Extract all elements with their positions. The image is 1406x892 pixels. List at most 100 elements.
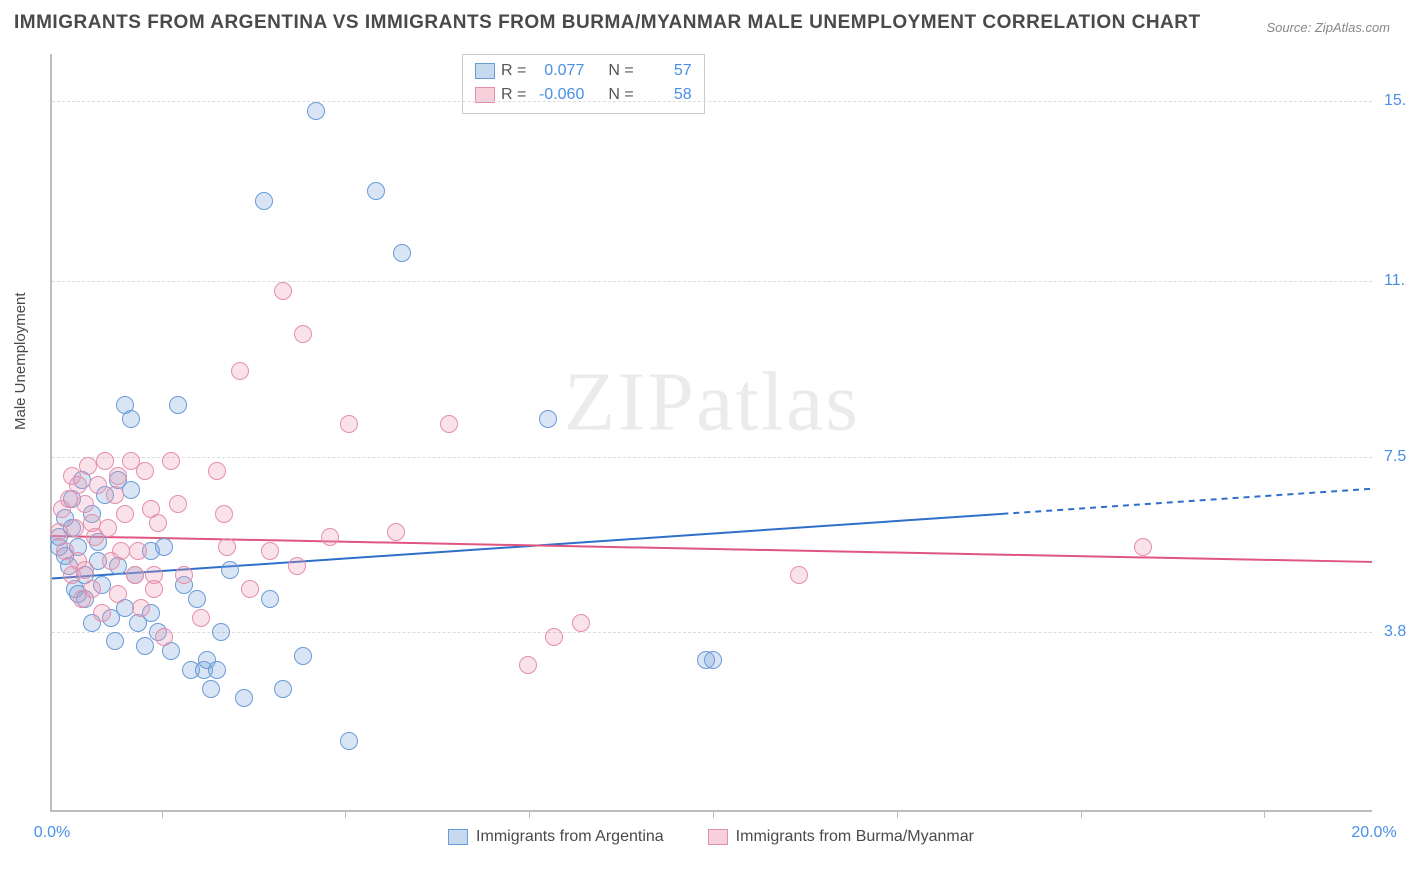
- data-point: [175, 566, 193, 584]
- plot-area: 15.0%11.2%7.5%3.8% ZIPatlas R = 0.077 N …: [50, 54, 1372, 812]
- x-tick: [1081, 810, 1082, 818]
- legend-label-argentina: Immigrants from Argentina: [476, 828, 664, 846]
- data-point: [99, 519, 117, 537]
- legend-item-burma: Immigrants from Burma/Myanmar: [708, 828, 974, 846]
- watermark: ZIPatlas: [564, 353, 860, 450]
- x-tick: [529, 810, 530, 818]
- legend-n-val-argentina: 57: [640, 62, 692, 80]
- data-point: [162, 452, 180, 470]
- data-point: [274, 282, 292, 300]
- data-point: [155, 628, 173, 646]
- data-point: [340, 732, 358, 750]
- y-tick-label: 7.5%: [1376, 448, 1406, 466]
- data-point: [255, 192, 273, 210]
- data-point: [1134, 538, 1152, 556]
- x-tick: [713, 810, 714, 818]
- data-point: [221, 561, 239, 579]
- legend-series: Immigrants from Argentina Immigrants fro…: [50, 828, 1372, 846]
- data-point: [188, 590, 206, 608]
- data-point: [50, 523, 68, 541]
- data-point: [79, 457, 97, 475]
- data-point: [93, 604, 111, 622]
- data-point: [149, 514, 167, 532]
- data-point: [129, 542, 147, 560]
- data-point: [261, 590, 279, 608]
- swatch-pink-icon: [708, 829, 728, 845]
- data-point: [208, 661, 226, 679]
- data-point: [539, 410, 557, 428]
- data-point: [109, 467, 127, 485]
- x-tick: [897, 810, 898, 818]
- data-point: [208, 462, 226, 480]
- source-attribution: Source: ZipAtlas.com: [1266, 20, 1390, 35]
- data-point: [218, 538, 236, 556]
- swatch-blue-icon: [448, 829, 468, 845]
- legend-r-val-argentina: 0.077: [532, 62, 584, 80]
- data-point: [83, 580, 101, 598]
- swatch-blue-icon: [475, 63, 495, 79]
- data-point: [387, 523, 405, 541]
- gridline: [52, 281, 1372, 282]
- data-point: [215, 505, 233, 523]
- data-point: [116, 505, 134, 523]
- legend-item-argentina: Immigrants from Argentina: [448, 828, 664, 846]
- data-point: [109, 585, 127, 603]
- data-point: [122, 481, 140, 499]
- gridline: [52, 457, 1372, 458]
- data-point: [89, 476, 107, 494]
- data-point: [136, 637, 154, 655]
- data-point: [274, 680, 292, 698]
- data-point: [106, 632, 124, 650]
- data-point: [340, 415, 358, 433]
- legend-correlation: R = 0.077 N = 57 R = -0.060 N = 58: [462, 54, 705, 114]
- data-point: [112, 542, 130, 560]
- data-point: [545, 628, 563, 646]
- data-point: [235, 689, 253, 707]
- legend-label-burma: Immigrants from Burma/Myanmar: [736, 828, 974, 846]
- data-point: [572, 614, 590, 632]
- data-point: [66, 519, 84, 537]
- data-point: [307, 102, 325, 120]
- data-point: [294, 647, 312, 665]
- data-point: [122, 410, 140, 428]
- data-point: [790, 566, 808, 584]
- data-point: [231, 362, 249, 380]
- data-point: [96, 452, 114, 470]
- y-axis-label: Male Unemployment: [12, 292, 29, 430]
- data-point: [519, 656, 537, 674]
- data-point: [136, 462, 154, 480]
- data-point: [393, 244, 411, 262]
- legend-r-label: R =: [501, 62, 526, 80]
- x-tick: [345, 810, 346, 818]
- chart-title: IMMIGRANTS FROM ARGENTINA VS IMMIGRANTS …: [14, 12, 1201, 34]
- data-point: [76, 561, 94, 579]
- data-point: [288, 557, 306, 575]
- data-point: [155, 538, 173, 556]
- gridline: [52, 632, 1372, 633]
- legend-row-burma: R = -0.060 N = 58: [475, 83, 692, 107]
- gridline: [52, 101, 1372, 102]
- data-point: [321, 528, 339, 546]
- data-point: [69, 476, 87, 494]
- data-point: [126, 566, 144, 584]
- data-point: [261, 542, 279, 560]
- data-point: [704, 651, 722, 669]
- data-point: [76, 495, 94, 513]
- data-point: [106, 486, 124, 504]
- data-point: [132, 599, 150, 617]
- x-tick: [1264, 810, 1265, 818]
- y-tick-label: 15.0%: [1376, 92, 1406, 110]
- y-tick-label: 11.2%: [1376, 272, 1406, 290]
- data-point: [202, 680, 220, 698]
- x-tick: [162, 810, 163, 818]
- data-point: [294, 325, 312, 343]
- data-point: [367, 182, 385, 200]
- legend-row-argentina: R = 0.077 N = 57: [475, 59, 692, 83]
- legend-n-label: N =: [608, 62, 633, 80]
- data-point: [169, 495, 187, 513]
- data-point: [241, 580, 259, 598]
- data-point: [192, 609, 210, 627]
- y-tick-label: 3.8%: [1376, 623, 1406, 641]
- data-point: [212, 623, 230, 641]
- data-point: [169, 396, 187, 414]
